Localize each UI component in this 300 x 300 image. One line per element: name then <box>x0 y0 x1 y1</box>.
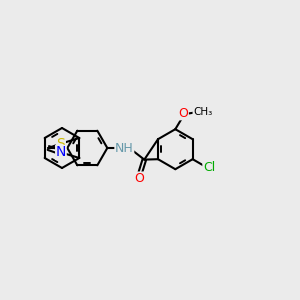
Text: NH: NH <box>115 142 134 154</box>
Text: N: N <box>56 146 66 159</box>
Text: Cl: Cl <box>203 161 215 174</box>
Text: CH₃: CH₃ <box>193 107 212 117</box>
Text: S: S <box>56 136 65 151</box>
Text: O: O <box>134 172 144 185</box>
Text: O: O <box>178 107 188 120</box>
